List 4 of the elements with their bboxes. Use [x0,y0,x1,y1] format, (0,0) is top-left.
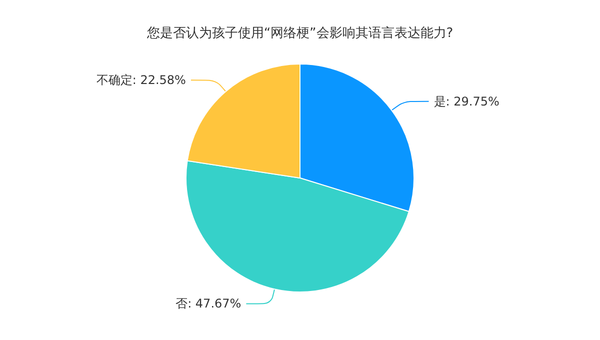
slice-label: 是: 29.75% [434,94,500,108]
slice-label: 否: 47.67% [176,296,242,311]
slice-label: 不确定: 22.58% [96,73,186,88]
chart-title: 您是否认为孩子使用“网络梗”会影响其语言表达能力? [146,25,454,41]
